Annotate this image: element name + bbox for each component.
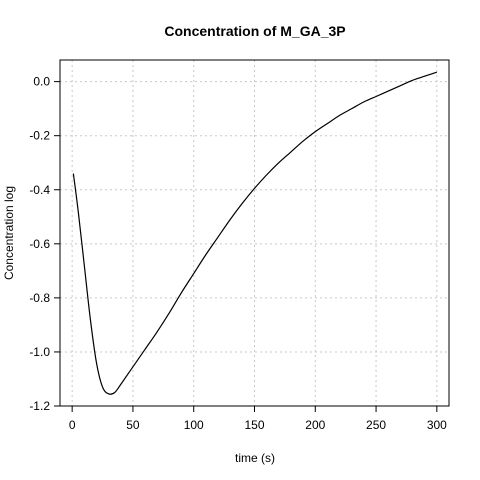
chart-title: Concentration of M_GA_3P [164,23,345,39]
series-line [72,71,438,395]
y-tick-label: -0.8 [29,291,50,305]
y-axis: -1.2 -1.0 -0.8 -0.6 -0.4 -0.2 0.0 [29,75,60,413]
x-tick-label: 250 [366,418,386,432]
x-axis-label: time (s) [235,451,275,465]
x-tick-label: 200 [305,418,325,432]
x-axis: 0 50 100 150 200 250 300 [69,406,447,432]
y-tick-label: 0.0 [33,75,50,89]
grid [60,60,449,407]
y-axis-label: Concentration log [2,186,16,280]
y-tick-label: -1.0 [29,345,50,359]
y-tick-label: -0.4 [29,183,50,197]
y-tick-label: -1.2 [29,399,50,413]
x-tick-label: 100 [184,418,204,432]
series-layer [72,71,438,395]
y-tick-label: -0.6 [29,237,50,251]
x-tick-label: 150 [244,418,264,432]
x-tick-label: 0 [69,418,76,432]
y-tick-label: -0.2 [29,129,50,143]
x-tick-label: 50 [126,418,140,432]
x-tick-label: 300 [427,418,447,432]
